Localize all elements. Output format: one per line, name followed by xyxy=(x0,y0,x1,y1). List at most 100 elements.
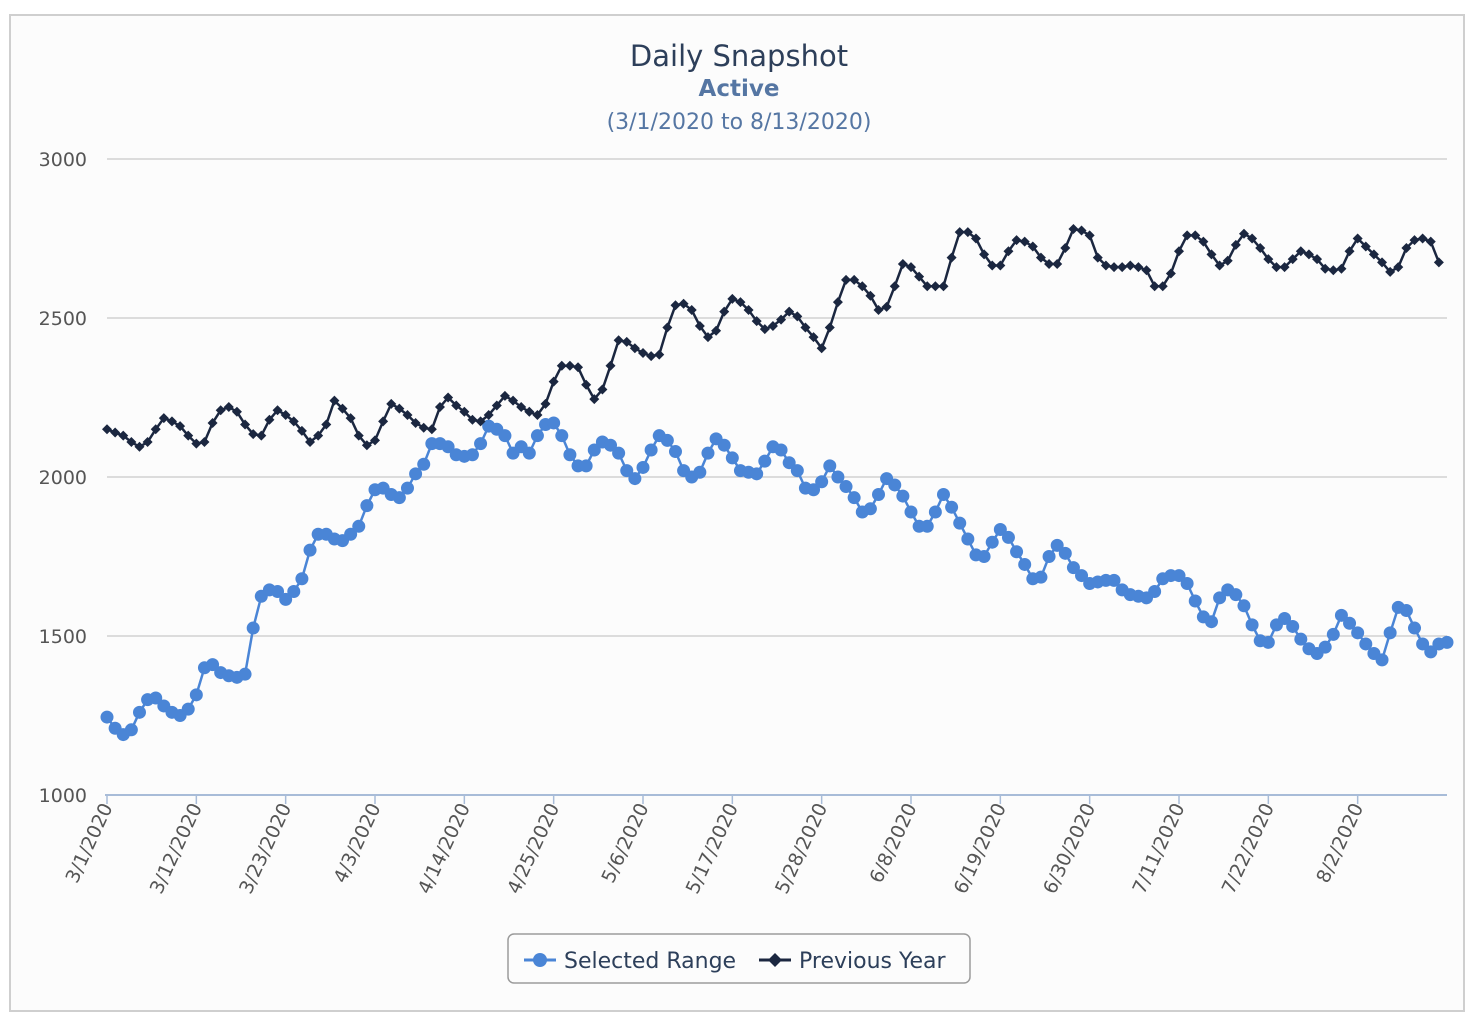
data-point-previous-year[interactable] xyxy=(183,430,194,441)
data-point-previous-year[interactable] xyxy=(776,314,787,325)
data-point-selected-range[interactable] xyxy=(360,499,374,513)
data-point-previous-year[interactable] xyxy=(581,379,592,390)
data-point-previous-year[interactable] xyxy=(508,395,519,406)
data-point-previous-year[interactable] xyxy=(386,398,397,409)
data-point-selected-range[interactable] xyxy=(782,456,796,470)
data-point-selected-range[interactable] xyxy=(847,491,861,505)
data-point-selected-range[interactable] xyxy=(953,516,967,530)
data-point-previous-year[interactable] xyxy=(1068,223,1079,234)
data-point-selected-range[interactable] xyxy=(279,592,293,606)
data-point-selected-range[interactable] xyxy=(1050,538,1064,552)
data-point-selected-range[interactable] xyxy=(1383,626,1397,640)
data-point-selected-range[interactable] xyxy=(823,459,837,473)
data-point-selected-range[interactable] xyxy=(1408,621,1422,635)
data-point-selected-range[interactable] xyxy=(644,443,658,457)
data-point-selected-range[interactable] xyxy=(1440,635,1454,649)
data-point-previous-year[interactable] xyxy=(800,322,811,333)
data-point-selected-range[interactable] xyxy=(1237,599,1251,613)
data-point-previous-year[interactable] xyxy=(1214,260,1225,271)
data-point-previous-year[interactable] xyxy=(1222,255,1233,266)
data-point-selected-range[interactable] xyxy=(945,500,959,514)
data-point-previous-year[interactable] xyxy=(475,416,486,427)
data-point-selected-range[interactable] xyxy=(977,550,991,563)
data-point-selected-range[interactable] xyxy=(693,465,707,479)
data-point-selected-range[interactable] xyxy=(352,519,366,533)
data-point-selected-range[interactable] xyxy=(417,457,431,471)
data-point-selected-range[interactable] xyxy=(1318,640,1332,654)
data-point-selected-range[interactable] xyxy=(1351,626,1365,640)
data-point-previous-year[interactable] xyxy=(1182,230,1193,241)
data-point-previous-year[interactable] xyxy=(1385,266,1396,277)
data-point-selected-range[interactable] xyxy=(717,438,731,452)
data-point-selected-range[interactable] xyxy=(1326,627,1340,641)
data-point-previous-year[interactable] xyxy=(816,343,827,354)
data-point-previous-year[interactable] xyxy=(954,227,965,238)
data-point-selected-range[interactable] xyxy=(774,443,788,457)
data-point-selected-range[interactable] xyxy=(181,702,195,716)
data-point-previous-year[interactable] xyxy=(1279,262,1290,273)
data-point-previous-year[interactable] xyxy=(662,322,673,333)
data-point-previous-year[interactable] xyxy=(678,298,689,309)
data-point-selected-range[interactable] xyxy=(409,467,423,481)
data-point-selected-range[interactable] xyxy=(1172,569,1186,583)
data-point-previous-year[interactable] xyxy=(1011,235,1022,246)
data-point-previous-year[interactable] xyxy=(256,430,267,441)
data-point-previous-year[interactable] xyxy=(621,336,632,347)
data-point-previous-year[interactable] xyxy=(329,395,340,406)
data-point-previous-year[interactable] xyxy=(483,409,494,420)
data-point-selected-range[interactable] xyxy=(1075,569,1089,583)
data-point-previous-year[interactable] xyxy=(767,320,778,331)
data-point-previous-year[interactable] xyxy=(979,249,990,260)
data-point-selected-range[interactable] xyxy=(189,688,203,702)
data-point-selected-range[interactable] xyxy=(1424,645,1438,659)
data-point-selected-range[interactable] xyxy=(563,448,577,462)
data-point-selected-range[interactable] xyxy=(1066,561,1080,575)
data-point-previous-year[interactable] xyxy=(175,421,186,432)
data-point-selected-range[interactable] xyxy=(628,472,642,486)
data-point-selected-range[interactable] xyxy=(303,543,317,557)
data-point-previous-year[interactable] xyxy=(784,306,795,317)
data-point-previous-year[interactable] xyxy=(629,343,640,354)
data-point-selected-range[interactable] xyxy=(124,723,138,737)
data-point-previous-year[interactable] xyxy=(1360,241,1371,252)
data-point-previous-year[interactable] xyxy=(191,438,202,449)
data-point-previous-year[interactable] xyxy=(1117,262,1128,273)
data-point-previous-year[interactable] xyxy=(223,402,234,413)
data-point-previous-year[interactable] xyxy=(987,260,998,271)
data-point-selected-range[interactable] xyxy=(1204,615,1218,629)
data-point-previous-year[interactable] xyxy=(694,320,705,331)
data-point-selected-range[interactable] xyxy=(807,483,821,497)
data-point-previous-year[interactable] xyxy=(1035,252,1046,263)
data-point-previous-year[interactable] xyxy=(451,400,462,411)
data-point-previous-year[interactable] xyxy=(434,402,445,413)
data-point-selected-range[interactable] xyxy=(206,658,220,672)
data-point-selected-range[interactable] xyxy=(604,438,618,452)
data-point-selected-range[interactable] xyxy=(904,505,918,519)
data-point-selected-range[interactable] xyxy=(392,491,406,505)
legend-item-previous-year[interactable]: Previous Year xyxy=(759,949,947,974)
data-point-previous-year[interactable] xyxy=(1238,228,1249,239)
data-point-selected-range[interactable] xyxy=(287,584,301,598)
data-point-selected-range[interactable] xyxy=(498,429,512,443)
data-point-previous-year[interactable] xyxy=(841,274,852,285)
data-point-previous-year[interactable] xyxy=(970,233,981,244)
data-point-selected-range[interactable] xyxy=(1010,545,1024,559)
data-point-previous-year[interactable] xyxy=(670,300,681,311)
data-point-previous-year[interactable] xyxy=(467,414,478,425)
data-point-selected-range[interactable] xyxy=(790,464,804,478)
data-point-selected-range[interactable] xyxy=(474,437,488,451)
data-point-previous-year[interactable] xyxy=(248,429,259,440)
data-point-previous-year[interactable] xyxy=(548,376,559,387)
data-point-previous-year[interactable] xyxy=(402,409,413,420)
data-point-selected-range[interactable] xyxy=(750,467,764,481)
data-point-previous-year[interactable] xyxy=(207,417,218,428)
data-point-previous-year[interactable] xyxy=(199,437,210,448)
data-point-previous-year[interactable] xyxy=(646,351,657,362)
data-point-previous-year[interactable] xyxy=(215,405,226,416)
data-point-previous-year[interactable] xyxy=(792,311,803,322)
data-point-previous-year[interactable] xyxy=(1401,243,1412,254)
data-point-selected-range[interactable] xyxy=(660,433,674,447)
data-point-previous-year[interactable] xyxy=(946,252,957,263)
data-point-previous-year[interactable] xyxy=(491,400,502,411)
data-point-previous-year[interactable] xyxy=(613,335,624,346)
